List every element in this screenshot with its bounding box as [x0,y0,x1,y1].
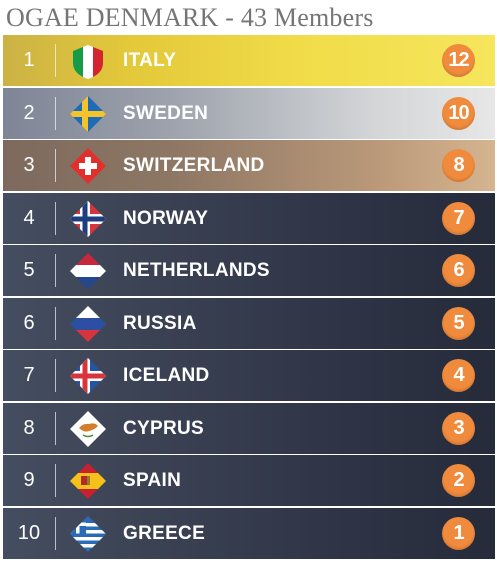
points-badge: 3 [442,411,475,445]
italy-flag-icon [69,42,107,80]
divider [55,44,56,77]
ranking-row: 4 NORWAY 7 [3,192,495,244]
country-name: GREECE [123,522,206,544]
ranking-row: 5 NETHERLANDS 6 [3,245,495,296]
divider [55,359,56,392]
rank-number: 8 [23,416,35,439]
points-badge: 1 [442,516,475,550]
country-name: SWITZERLAND [123,155,265,176]
divider [55,516,56,550]
ranking-row: 8 CYPRUS 3 [3,402,495,454]
rank-number: 5 [23,259,35,281]
ranking-row: 7 ICELAND 4 [3,350,495,401]
country-name: RUSSIA [123,312,197,334]
divider [55,96,56,130]
rank-number: 9 [23,469,35,491]
country-name: CYPRUS [123,417,204,439]
greece-flag-icon [69,515,107,553]
divider [55,254,56,287]
divider [55,411,56,445]
divider [55,201,56,235]
divider [55,464,56,497]
rank-number: 7 [23,364,35,386]
ranking-row: 1 ITALY 12 [3,35,495,86]
rank-number: 3 [23,154,35,176]
points-badge: 10 [442,96,475,130]
points-badge: 12 [442,44,475,77]
ranking-row: 9 SPAIN 2 [3,455,495,506]
iceland-flag-icon [69,357,107,395]
ranking-row: 3 SWITZERLAND 8 [3,140,495,191]
rank-number: 10 [17,521,41,544]
country-name: NORWAY [123,207,209,229]
ranking-row: 10 GREECE 1 [3,507,495,559]
netherlands-flag-icon [69,252,107,290]
points-badge: 7 [442,201,475,235]
sweden-flag-icon [69,95,107,133]
cyprus-flag-icon [69,410,107,448]
points-badge: 6 [442,254,475,287]
page-title: OGAE DENMARK - 43 Members [6,3,374,32]
ranking-row: 6 RUSSIA 5 [3,297,495,349]
points-badge: 2 [442,464,475,497]
rank-number: 4 [23,206,35,229]
points-badge: 5 [442,306,475,340]
country-name: ITALY [123,50,177,71]
country-name: SPAIN [123,470,182,491]
russia-flag-icon [69,305,107,343]
points-badge: 4 [442,359,475,392]
rank-number: 6 [23,311,35,334]
divider [55,149,56,182]
divider [55,306,56,340]
country-name: ICELAND [123,365,210,386]
country-name: SWEDEN [123,102,209,124]
ranking-board: 1 ITALY 12 2 SWEDEN 10 3 [3,35,495,561]
points-badge: 8 [442,149,475,182]
rank-number: 2 [23,101,35,124]
ranking-row: 2 SWEDEN 10 [3,87,495,139]
rank-number: 1 [23,49,35,71]
switzerland-flag-icon [69,147,107,185]
spain-flag-icon [69,462,107,500]
norway-flag-icon [69,200,107,238]
country-name: NETHERLANDS [123,260,270,281]
